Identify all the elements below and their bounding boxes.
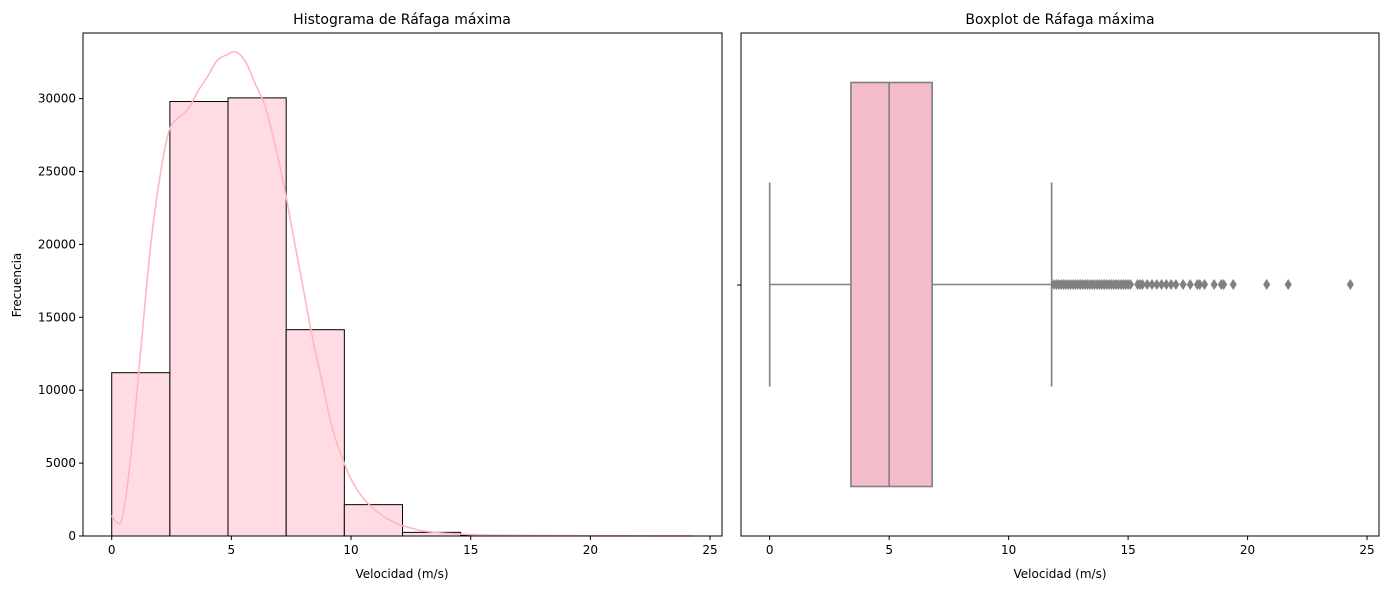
boxplot-outlier	[1263, 278, 1271, 291]
boxplot-x-axis-label: Velocidad (m/s)	[1013, 567, 1106, 581]
boxplot-outlier	[1138, 278, 1146, 291]
histogram-y-tick-label: 30000	[38, 92, 76, 106]
histogram-x-tick-label: 10	[343, 543, 358, 557]
boxplot-outlier	[1148, 278, 1156, 291]
boxplot-outlier	[1201, 278, 1209, 291]
boxplot-outlier	[1143, 278, 1151, 291]
boxplot-body	[768, 81, 1354, 488]
boxplot-x-tick-label: 25	[1359, 543, 1374, 557]
boxplot-outlier	[1196, 278, 1204, 291]
boxplot-x-ticks: 0 5 10 15 20 25	[766, 536, 1375, 557]
boxplot-outlier	[1153, 278, 1161, 291]
boxplot-outlier	[1126, 278, 1135, 291]
histogram-bars	[111, 97, 694, 537]
histogram-y-tick-label: 10000	[38, 383, 76, 397]
boxplot-outlier	[1229, 278, 1237, 291]
histogram-bar	[227, 97, 287, 537]
histogram-x-tick-label: 20	[583, 543, 598, 557]
histogram-y-tick-label: 25000	[38, 165, 76, 179]
boxplot-outlier	[1157, 278, 1166, 291]
histogram-y-ticks: 0 5000 10000 15000 20000 25000 30000	[38, 92, 83, 543]
histogram-bar	[343, 504, 403, 537]
boxplot-outlier	[1220, 278, 1228, 291]
boxplot-box	[850, 81, 933, 488]
histogram-y-tick-label: 5000	[45, 456, 76, 470]
histogram-bar	[111, 372, 171, 537]
boxplot-outlier	[1167, 278, 1175, 291]
boxplot-x-tick-label: 0	[766, 543, 774, 557]
histogram-title: Histograma de Ráfaga máxima	[293, 12, 511, 28]
histogram-x-axis-label: Velocidad (m/s)	[355, 567, 448, 581]
histogram-x-ticks: 0 5 10 15 20 25	[108, 536, 718, 557]
histogram-y-tick-label: 0	[68, 529, 76, 543]
histogram-bar	[169, 101, 229, 537]
boxplot-outlier	[1346, 278, 1354, 291]
boxplot-outlier	[1210, 278, 1218, 291]
histogram-x-tick-label: 25	[702, 543, 717, 557]
histogram-y-axis-label: Frecuencia	[10, 253, 24, 318]
histogram-bar	[285, 329, 345, 537]
boxplot-x-tick-label: 15	[1120, 543, 1135, 557]
histogram-x-tick-label: 15	[463, 543, 478, 557]
histogram-chart: Histograma de Ráfaga máxima 0 5 10 15 20 25 0…	[10, 12, 723, 581]
boxplot-title: Boxplot de Ráfaga máxima	[965, 12, 1154, 28]
boxplot-x-tick-label: 5	[885, 543, 893, 557]
boxplot-chart: Boxplot de Ráfaga máxima 0 5 10 15 20 25 Velo…	[737, 12, 1380, 581]
boxplot-outlier	[1162, 278, 1170, 291]
boxplot-outlier	[1172, 278, 1180, 291]
boxplot-outlier	[1179, 278, 1187, 291]
boxplot-outlier	[1186, 278, 1194, 291]
boxplot-x-tick-label: 20	[1240, 543, 1255, 557]
boxplot-outlier	[1284, 278, 1292, 291]
histogram-x-tick-label: 0	[108, 543, 116, 557]
histogram-y-tick-label: 15000	[38, 310, 76, 324]
histogram-y-tick-label: 20000	[38, 237, 76, 251]
histogram-x-tick-label: 5	[228, 543, 236, 557]
boxplot-x-tick-label: 10	[1001, 543, 1016, 557]
histogram-kde-line	[111, 50, 694, 537]
histogram-plot-frame	[82, 32, 723, 537]
